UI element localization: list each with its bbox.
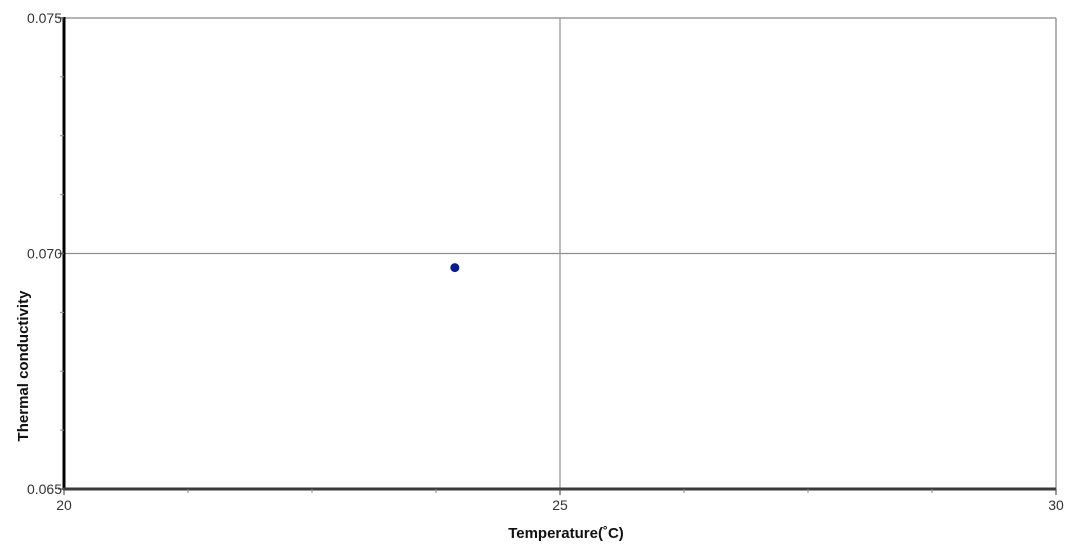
x-axis-title: Temperature(˚C) (508, 525, 624, 542)
y-axis-title: Thermal conductivity (15, 290, 32, 442)
x-tick-label: 25 (552, 497, 568, 513)
y-tick-label: 0.065 (27, 481, 62, 497)
x-tick-label: 20 (56, 497, 72, 513)
tick-labels: 20 25 30 0.065 0.070 0.075 (27, 10, 1064, 513)
y-tick-label: 0.075 (27, 10, 62, 26)
gridlines (64, 18, 1056, 489)
x-tick-label: 30 (1048, 497, 1064, 513)
data-points (450, 263, 460, 273)
y-tick-label: 0.070 (27, 246, 62, 262)
data-point (450, 263, 460, 273)
tick-marks (58, 17, 1057, 495)
